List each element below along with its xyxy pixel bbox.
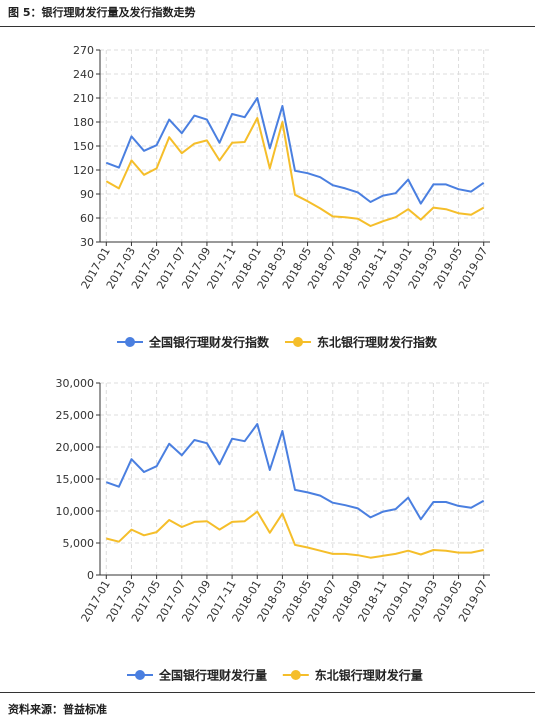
y-tick-label: 5,000 <box>63 537 95 550</box>
index-line-chart: 3060901201501802102402702017-012017-0320… <box>73 44 490 350</box>
legend-label: 东北银行理财发行量 <box>315 668 423 683</box>
legend-marker <box>125 337 135 347</box>
legend-marker <box>290 670 301 680</box>
y-tick-label: 25,000 <box>56 409 95 422</box>
y-tick-label: 10,000 <box>56 505 95 518</box>
y-tick-label: 60 <box>80 212 94 225</box>
y-tick-label: 120 <box>73 164 94 177</box>
series-line-northeast <box>105 117 485 227</box>
y-tick-label: 0 <box>87 569 94 582</box>
y-tick-label: 30,000 <box>56 377 95 390</box>
y-tick-label: 210 <box>73 92 94 105</box>
source-note: 资料来源：普益标准 <box>8 703 107 716</box>
y-tick-label: 15,000 <box>56 473 95 486</box>
y-tick-label: 30 <box>80 236 94 249</box>
y-tick-label: 20,000 <box>56 441 95 454</box>
legend-label: 全国银行理财发行量 <box>158 668 267 683</box>
source-divider <box>0 692 535 693</box>
volume-line-chart: 05,00010,00015,00020,00025,00030,0002017… <box>56 377 491 683</box>
series-line-national <box>105 423 485 521</box>
y-tick-label: 240 <box>73 68 94 81</box>
y-tick-label: 180 <box>73 116 94 129</box>
legend-label: 东北银行理财发行指数 <box>317 335 438 350</box>
y-tick-label: 150 <box>73 140 94 153</box>
y-tick-label: 90 <box>80 188 94 201</box>
y-tick-label: 270 <box>73 44 94 57</box>
legend-item-national: 全国银行理财发行量 <box>127 668 267 683</box>
legend-item-northeast: 东北银行理财发行指数 <box>285 335 438 350</box>
legend-marker <box>293 337 303 347</box>
series-line-national <box>105 97 485 205</box>
legend-label: 全国银行理财发行指数 <box>148 335 270 350</box>
legend-item-northeast: 东北银行理财发行量 <box>282 668 423 683</box>
title-divider <box>0 26 535 27</box>
legend-item-national: 全国银行理财发行指数 <box>117 335 270 350</box>
series-line-northeast <box>106 510 484 559</box>
figure-title: 图 5：银行理财发行量及发行指数走势 <box>8 6 196 19</box>
legend-marker <box>135 670 145 680</box>
